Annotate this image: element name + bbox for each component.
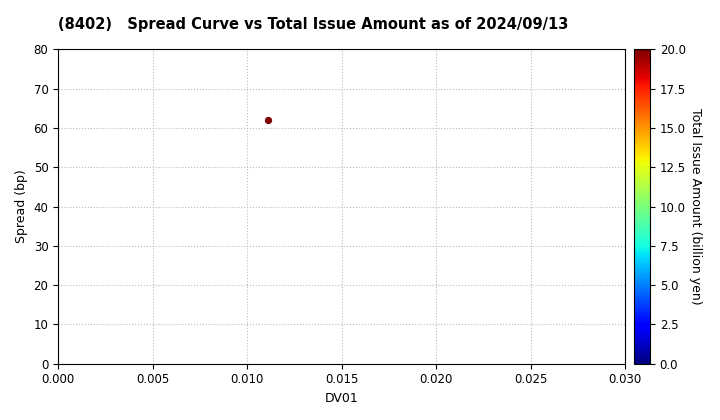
X-axis label: DV01: DV01 (325, 392, 359, 405)
Y-axis label: Total Issue Amount (billion yen): Total Issue Amount (billion yen) (690, 108, 703, 305)
Text: (8402)   Spread Curve vs Total Issue Amount as of 2024/09/13: (8402) Spread Curve vs Total Issue Amoun… (58, 17, 568, 32)
Y-axis label: Spread (bp): Spread (bp) (15, 170, 28, 244)
Point (262, 117, 274, 123)
